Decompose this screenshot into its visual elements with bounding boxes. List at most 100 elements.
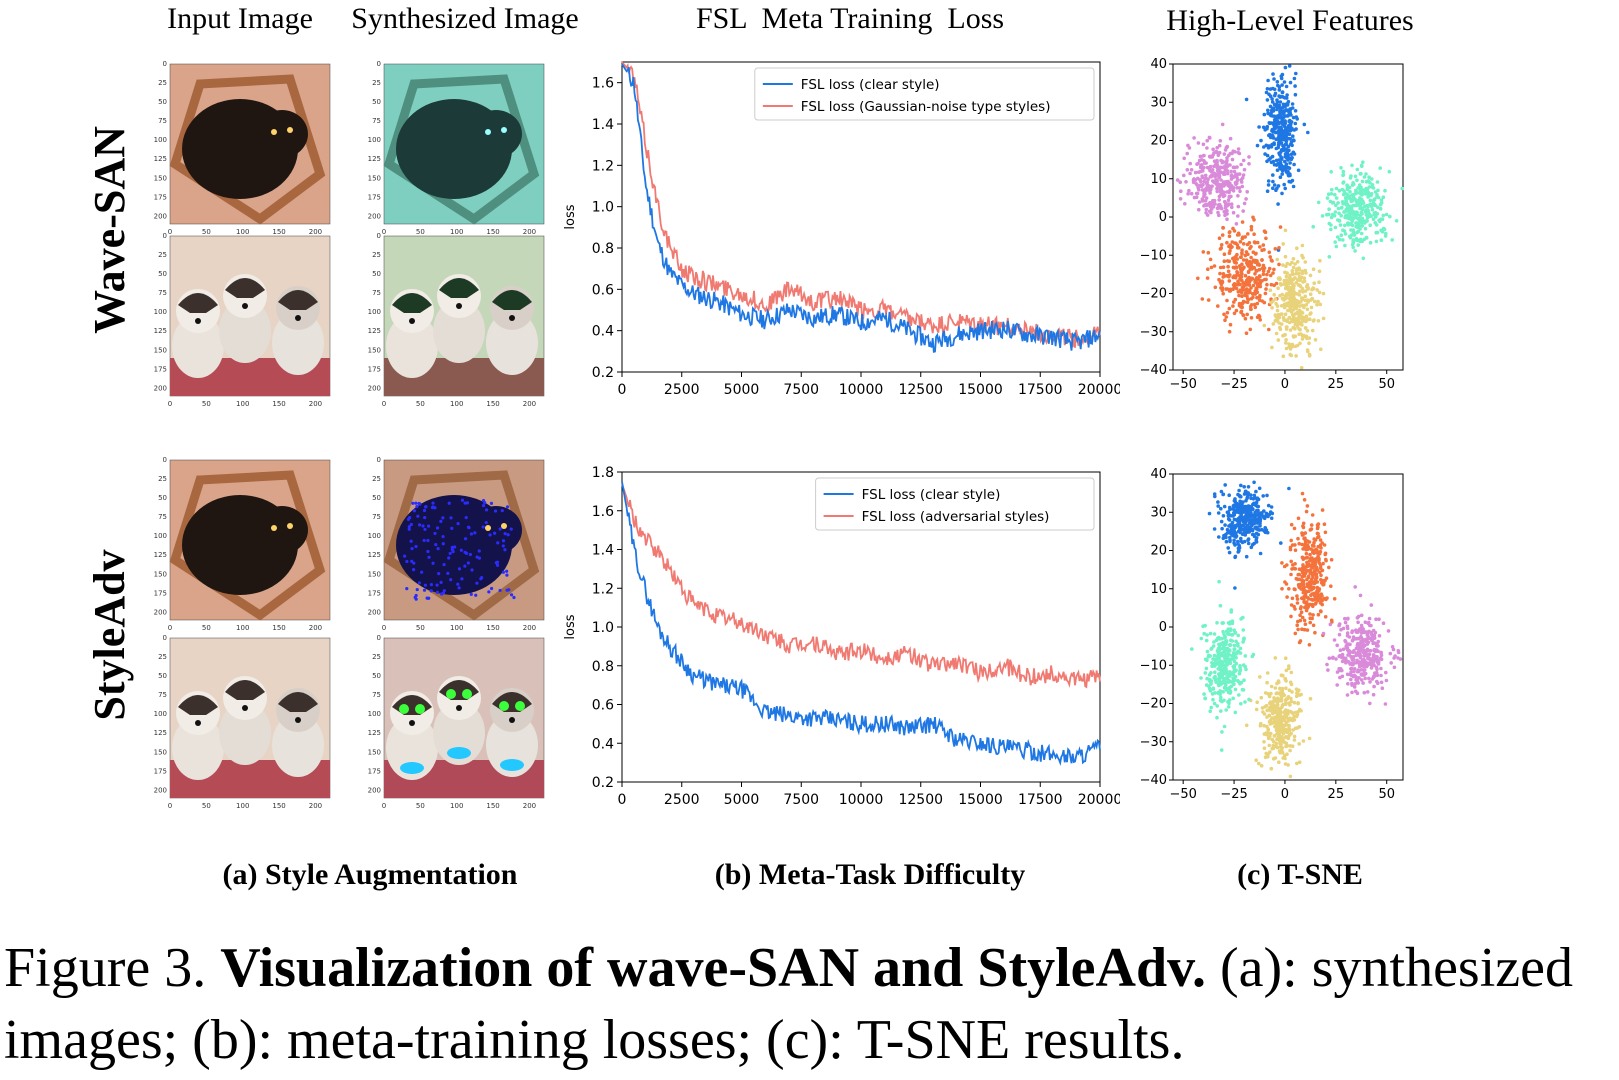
tsne-point	[1240, 507, 1244, 512]
tsne-point	[1281, 242, 1285, 246]
tsne-point	[1268, 255, 1272, 259]
tsne-point	[1364, 664, 1369, 669]
tsne-point	[1224, 672, 1228, 676]
tsne-point	[1236, 679, 1240, 683]
tsne-point	[1323, 578, 1327, 583]
tsne-point	[1363, 226, 1368, 231]
tsne-point	[1318, 549, 1323, 554]
tsne-point	[1301, 563, 1305, 567]
tsne-point	[1274, 137, 1278, 142]
tsne-point	[1272, 141, 1276, 145]
tsne-point	[1311, 286, 1316, 291]
tsne-point	[1291, 325, 1296, 330]
tsne-point	[1219, 506, 1223, 511]
tsne-point	[1221, 180, 1226, 184]
noise-dot	[407, 527, 411, 531]
tsne-point	[1192, 136, 1196, 140]
tsne-point	[1374, 239, 1379, 244]
tsne-point	[1233, 586, 1237, 590]
tsne-point	[1371, 217, 1376, 221]
tsne-point	[1234, 308, 1239, 313]
noise-dot	[424, 504, 428, 509]
tsne-point	[1280, 703, 1285, 708]
thumb-y-tick: 50	[158, 98, 167, 106]
tsne-point	[1400, 186, 1404, 191]
tsne-point	[1266, 755, 1270, 759]
thumb-y-tick: 200	[154, 786, 167, 794]
tsne-point	[1363, 191, 1367, 195]
tsne-point	[1278, 707, 1282, 711]
tsne-point	[1199, 184, 1204, 189]
tsne-point	[1267, 713, 1271, 718]
tsne-point	[1370, 663, 1375, 668]
tsne-point	[1309, 597, 1314, 602]
tsne-point	[1245, 297, 1250, 301]
tsne-point	[1256, 497, 1261, 502]
y-tick-label: 0.4	[592, 736, 614, 752]
tsne-point	[1302, 627, 1307, 632]
tsne-point	[1359, 668, 1364, 672]
tsne-point	[1234, 639, 1238, 644]
tsne-point	[1277, 760, 1281, 764]
y-tick-label: −30	[1140, 325, 1167, 340]
y-tick-label: 20	[1150, 544, 1167, 559]
x-tick-label: 0	[618, 382, 627, 398]
tsne-point	[1212, 527, 1217, 531]
tsne-point	[1222, 654, 1226, 659]
y-tick-label: 1.6	[592, 504, 614, 520]
tsne-point	[1246, 280, 1251, 284]
tsne-point	[1271, 186, 1275, 190]
tsne-point	[1215, 145, 1219, 150]
tsne-point	[1300, 323, 1304, 327]
tsne-point	[1297, 688, 1301, 692]
tsne-point	[1269, 691, 1273, 696]
tsne-point	[1267, 694, 1272, 699]
thumb-x-tick: 0	[382, 400, 386, 408]
x-tick-label: 0	[618, 792, 627, 808]
tsne-point	[1364, 649, 1369, 653]
tsne-point	[1236, 194, 1240, 198]
noise-dot	[474, 593, 478, 597]
tsne-point	[1306, 349, 1310, 354]
noise-dot	[505, 588, 509, 592]
x-tick-label: 20000	[1078, 792, 1120, 808]
noise-dot	[451, 549, 455, 554]
noise-dot	[441, 542, 445, 546]
tsne-point	[1231, 256, 1236, 260]
tsne-point	[1222, 632, 1226, 636]
tsne-point	[1232, 628, 1236, 632]
noise-dot	[422, 508, 427, 513]
tsne-point	[1341, 228, 1345, 232]
tsne-point	[1311, 267, 1316, 271]
tsne-point	[1288, 716, 1292, 720]
puppy-nose-shape	[409, 720, 415, 726]
tsne-point	[1299, 366, 1304, 370]
tsne-point	[1301, 317, 1305, 322]
tsne-point	[1257, 486, 1262, 491]
tsne-point	[1303, 260, 1308, 264]
tsne-point	[1220, 699, 1224, 704]
tsne-point	[1242, 201, 1247, 206]
tsne-point	[1304, 319, 1308, 324]
tsne-point	[1356, 243, 1360, 247]
tsne-point	[1178, 180, 1182, 184]
tsne-point	[1271, 72, 1275, 76]
tsne-point	[1210, 179, 1215, 183]
noise-dot	[411, 568, 416, 572]
tsne-point	[1285, 743, 1290, 748]
tsne-point	[1267, 250, 1272, 255]
tsne-point	[1251, 502, 1255, 507]
tsne-point	[1251, 250, 1256, 254]
tsne-point	[1295, 246, 1299, 250]
tsne-point	[1287, 727, 1292, 732]
tsne-point	[1210, 661, 1214, 665]
noise-dot	[505, 573, 509, 577]
tsne-point	[1311, 319, 1316, 323]
tsne-point	[1351, 203, 1355, 208]
tsne-point	[1276, 128, 1281, 133]
tsne-point	[1266, 503, 1271, 508]
thumb-y-tick: 200	[368, 384, 381, 392]
tsne-point	[1224, 708, 1228, 712]
tsne-point	[1317, 290, 1322, 295]
tsne-point	[1203, 671, 1208, 675]
